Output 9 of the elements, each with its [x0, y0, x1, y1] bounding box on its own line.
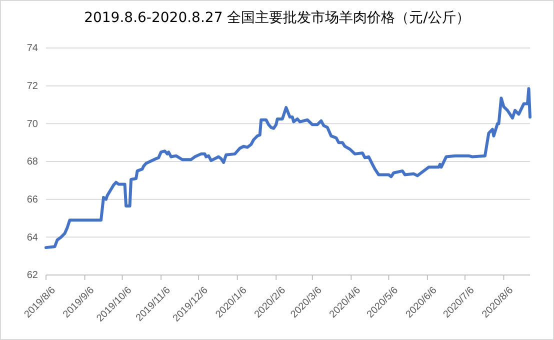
y-tick-label: 62: [26, 270, 38, 282]
y-tick-label: 64: [26, 232, 38, 244]
y-tick-label: 66: [26, 194, 38, 206]
y-tick-label: 72: [26, 81, 38, 92]
chart-title: 2019.8.6-2020.8.27 全国主要批发市场羊肉价格（元/公斤）: [84, 10, 470, 26]
y-tick-label: 68: [26, 156, 38, 168]
y-tick-label: 70: [26, 118, 38, 130]
y-tick-label: 74: [26, 43, 38, 54]
line-series: [44, 87, 532, 250]
